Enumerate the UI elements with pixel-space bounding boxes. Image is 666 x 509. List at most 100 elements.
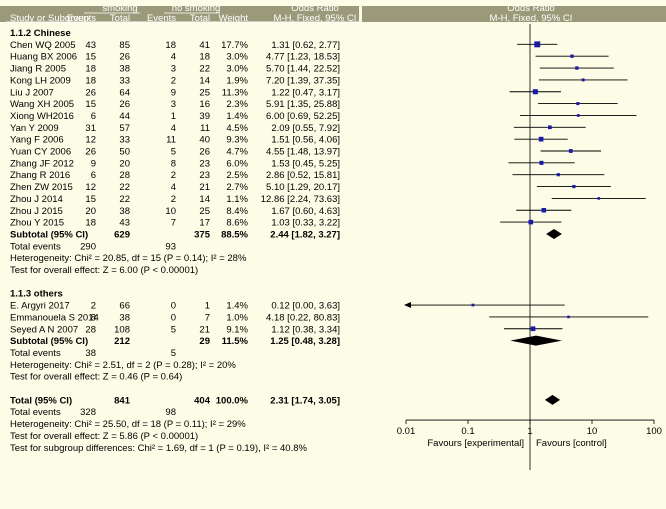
study-name: Xiong WH2016 [10,111,74,122]
study-name: Seyed A N 2007 [10,324,78,335]
study-weight: 4.7% [226,147,248,158]
study-events-2: 3 [171,99,176,110]
study-weight: 4.5% [226,123,248,134]
study-ci-text: 1.03 [0.33, 3.22] [271,218,340,229]
study-square [567,315,570,319]
study-events-2: 9 [171,87,176,98]
study-events-2: 10 [165,206,176,217]
study-events-1: 12 [85,135,96,146]
subtotal-total-2: 375 [194,229,211,240]
study-weight: 1.0% [226,312,248,323]
study-ci-text: 5.70 [1.44, 22.52] [266,64,340,75]
study-events-2: 18 [165,40,176,51]
study-name: Zhou J 2014 [10,194,63,205]
study-weight: 1.4% [226,301,248,312]
study-ci-text: 1.31 [0.62, 2.77] [271,40,340,51]
total-events-1: 290 [80,241,96,252]
subgroup-title: 1.1.3 others [10,289,63,300]
col-events-2: Events [147,13,176,24]
x-tick-label: 100 [646,426,662,437]
study-name: Zhang JF 2012 [10,158,74,169]
study-events-2: 3 [171,64,176,75]
study-total-1: 33 [119,135,130,146]
study-events-2: 11 [166,135,176,146]
study-events-2: 1 [171,111,176,122]
study-square [581,78,585,82]
study-events-1: 9 [91,158,96,169]
x-tick-label: 0.01 [397,426,416,437]
study-name: Zhen ZW 2015 [10,182,73,193]
study-square [547,125,552,130]
study-total-1: 22 [119,182,130,193]
study-total-2: 7 [205,312,210,323]
study-name: Wang XH 2005 [10,99,74,110]
study-square [575,66,579,70]
col-method-right: M-H, Fixed, 95% CI [490,13,573,24]
study-total-2: 14 [199,194,210,205]
total-events-2: 93 [165,241,176,252]
study-total-1: 38 [119,64,130,75]
x-tick-label: 1 [527,426,532,437]
study-square [528,219,534,225]
x-tick-label: 0.1 [461,426,474,437]
heterogeneity-text: Heterogeneity: Chi² = 20.85, df = 15 (P … [10,253,247,264]
overall-total-events-2: 98 [165,407,176,418]
study-total-1: 43 [119,218,130,229]
study-total-2: 23 [199,158,210,169]
study-square [576,114,580,117]
study-square [597,197,601,200]
subtotal-ci-text: 2.44 [1.82, 3.27] [270,229,340,240]
study-square [534,41,541,48]
study-total-1: 26 [119,52,130,63]
subtotal-diamond [546,228,562,239]
study-weight: 8.6% [226,218,248,229]
study-total-2: 26 [199,147,210,158]
study-weight: 8.4% [226,206,248,217]
study-name: Yang F 2006 [10,135,64,146]
study-ci-text: 2.09 [0.55, 7.92] [271,123,340,134]
study-weight: 9.1% [226,324,248,335]
study-square [471,303,475,307]
study-square [572,184,576,189]
total-events-label: Total events [10,348,61,359]
total-diamond [544,394,561,405]
study-total-2: 41 [199,40,210,51]
study-events-2: 7 [171,218,176,229]
study-total-2: 17 [199,218,210,229]
overall-total-events-1: 328 [80,407,96,418]
study-events-2: 5 [171,324,176,335]
subtotal-label: Subtotal (95% CI) [10,336,88,347]
total-events-label: Total events [10,241,61,252]
study-name: Zhou Y 2015 [10,218,64,229]
study-weight: 17.7% [221,40,248,51]
ci-arrow-left [404,302,411,309]
favours-left-label: Favours [experimental] [427,438,524,449]
study-total-2: 39 [199,111,210,122]
study-total-2: 21 [199,182,210,193]
study-ci-text: 5.91 [1.35, 25.88] [266,99,340,110]
favours-right-label: Favours [control] [536,438,607,449]
study-events-1: 18 [85,218,96,229]
study-events-1: 20 [85,206,96,217]
study-events-1: 28 [85,324,96,335]
study-events-1: 6 [91,170,96,181]
study-events-2: 0 [171,312,176,323]
study-name: Kong LH 2009 [10,75,71,86]
study-total-2: 40 [199,135,210,146]
study-events-1: 15 [85,52,96,63]
study-name: Jiang R 2005 [10,64,66,75]
heterogeneity-text: Heterogeneity: Chi² = 2.51, df = 2 (P = … [10,360,236,371]
study-events-2: 4 [171,182,176,193]
overall-effect-total-text: Test for overall effect: Z = 5.86 (P < 0… [10,431,198,442]
or-title-left: Odds Ratio [291,3,339,14]
study-total-2: 11 [200,123,210,134]
study-square [570,54,574,58]
study-total-1: 66 [119,301,130,312]
study-total-2: 18 [199,52,210,63]
study-total-2: 22 [199,64,210,75]
study-square [530,326,536,332]
study-ci-text: 1.22 [0.47, 3.17] [271,87,340,98]
study-ci-text: 7.20 [1.39, 37.35] [266,75,340,86]
study-weight: 2.7% [226,182,248,193]
